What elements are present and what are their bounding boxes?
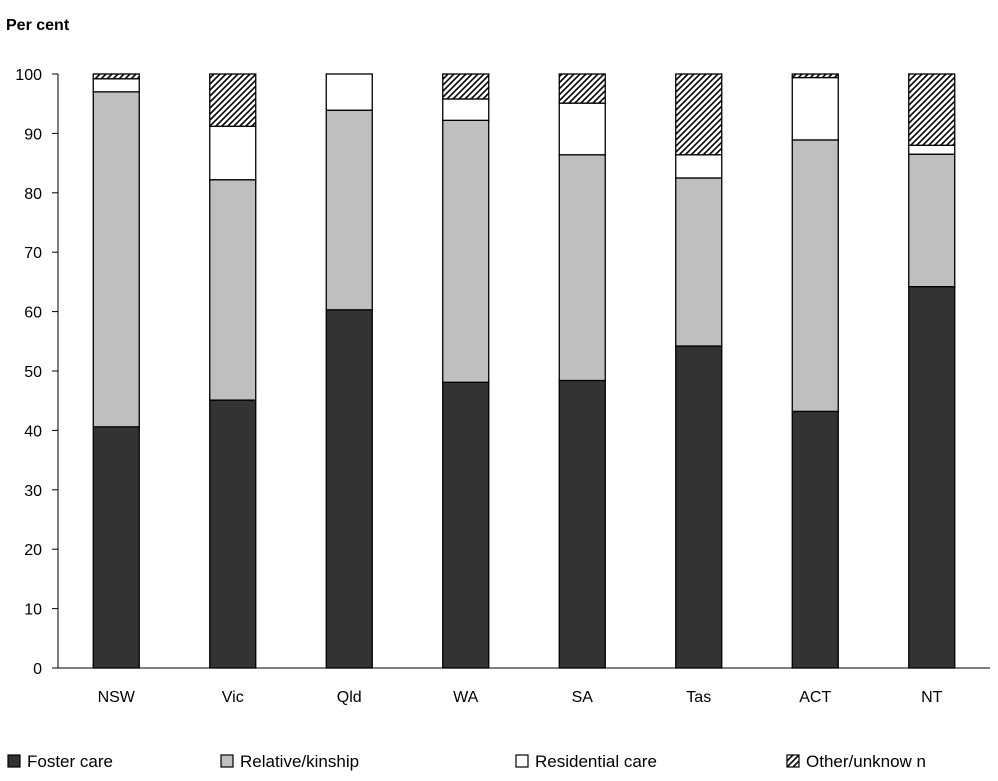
bar-segment-foster-care-nt: [908, 286, 956, 669]
bar-segment-other-unknow-n-act: [791, 73, 839, 79]
y-axis: 0 10 20 30 40 50 60 70 80 90 100: [15, 67, 59, 678]
bar-segment-relative-kinship-wa: [442, 119, 490, 383]
bar-segment-relative-kinship-nsw: [92, 91, 140, 428]
y-tick-label: 70: [24, 245, 42, 262]
bars-group: [92, 73, 956, 669]
bar-segment-foster-care-nsw: [92, 426, 140, 669]
y-tick-label: 30: [24, 483, 42, 500]
x-tick-label: Vic: [222, 689, 244, 706]
bar-segment-foster-care-qld: [325, 309, 373, 669]
bar-segment-residential-care-wa: [442, 98, 490, 121]
bar-segment-other-unknow-n-tas: [675, 73, 723, 156]
bar-segment-foster-care-vic: [209, 399, 257, 669]
bar-segment-other-unknow-n-nt: [908, 73, 956, 146]
legend-label: Other/unknow n: [806, 752, 926, 771]
bar-segment-other-unknow-n-vic: [209, 73, 257, 127]
x-tick-label: NT: [921, 689, 943, 706]
legend: Foster care Relative/kinship Residential c…: [7, 752, 926, 771]
x-tick-label: Qld: [337, 689, 362, 706]
x-tick-label: Tas: [686, 689, 711, 706]
bar-segment-foster-care-tas: [675, 345, 723, 669]
bar-segment-relative-kinship-qld: [325, 109, 373, 311]
y-tick-label: 10: [24, 602, 42, 619]
x-tick-label: ACT: [799, 689, 831, 706]
y-tick-label: 90: [24, 126, 42, 143]
y-tick-label: 50: [24, 364, 42, 381]
bar-segment-relative-kinship-act: [791, 139, 839, 413]
bar-segment-residential-care-sa: [558, 102, 606, 156]
y-tick-label: 0: [33, 661, 42, 678]
x-tick-label: NSW: [98, 689, 136, 706]
legend-swatch: [786, 754, 800, 768]
legend-label: Foster care: [27, 752, 113, 771]
legend-swatch: [220, 754, 234, 768]
bar-segment-residential-care-act: [791, 76, 839, 141]
bar-segment-foster-care-wa: [442, 381, 490, 669]
legend-swatch: [515, 754, 529, 768]
bar-segment-other-unknow-n-nsw: [92, 73, 140, 80]
bar-segment-foster-care-sa: [558, 379, 606, 669]
y-tick-label: 60: [24, 305, 42, 322]
bar-segment-relative-kinship-nt: [908, 153, 956, 288]
bar-segment-residential-care-tas: [675, 154, 723, 179]
y-tick-label: 40: [24, 423, 42, 440]
bar-segment-residential-care-qld: [325, 73, 373, 111]
x-tick-label: WA: [453, 689, 479, 706]
legend-label: Residential care: [535, 752, 657, 771]
legend-swatch: [7, 754, 21, 768]
y-tick-label: 100: [15, 67, 42, 84]
x-axis: NSW Vic Qld WA SA Tas ACT NT: [58, 667, 990, 706]
bar-segment-relative-kinship-vic: [209, 179, 257, 401]
bar-segment-residential-care-nsw: [92, 78, 140, 93]
legend-label: Relative/kinship: [240, 752, 359, 771]
bar-segment-other-unknow-n-sa: [558, 73, 606, 104]
bar-segment-relative-kinship-sa: [558, 154, 606, 382]
y-tick-label: 80: [24, 186, 42, 203]
x-tick-label: SA: [572, 689, 594, 706]
y-axis-label: Per cent: [6, 17, 70, 34]
y-tick-label: 20: [24, 542, 42, 559]
bar-segment-relative-kinship-tas: [675, 177, 723, 347]
bar-segment-residential-care-vic: [209, 125, 257, 181]
bar-segment-other-unknow-n-wa: [442, 73, 490, 100]
bar-segment-foster-care-act: [791, 410, 839, 669]
bar-segment-residential-care-nt: [908, 144, 956, 155]
